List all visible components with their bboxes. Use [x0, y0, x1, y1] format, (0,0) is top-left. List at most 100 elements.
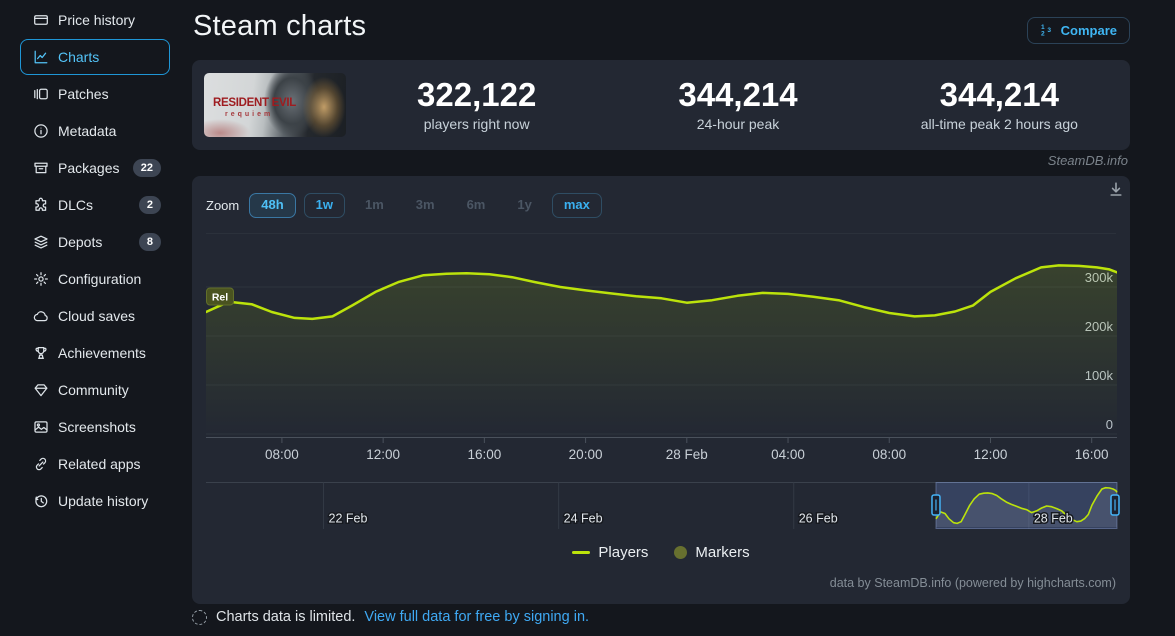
count-badge: 8: [138, 233, 161, 251]
x-axis-label: 12:00: [366, 447, 400, 462]
sidebar-item-price-history[interactable]: Price history: [20, 2, 170, 38]
related-apps-icon: [33, 456, 49, 472]
zoom-1w-button[interactable]: 1w: [303, 193, 345, 218]
limited-data-notice-bar: Charts data is limited. View full data f…: [192, 609, 589, 625]
stat-value: 344,214: [939, 76, 1059, 114]
navigator-area-fill: [935, 487, 1117, 527]
main-content: Steam charts 1 2 3 Compare RESIDENT EVIL…: [192, 0, 1130, 604]
stat-all-time-peak-2-hours-ago: 344,214 all-time peak 2 hours ago: [869, 78, 1130, 132]
zoom-48h-button[interactable]: 48h: [249, 193, 296, 218]
svg-text:2: 2: [1041, 31, 1045, 36]
sidebar-item-label: Price history: [58, 12, 136, 28]
stat-value: 344,214: [678, 76, 798, 114]
sidebar-item-label: Depots: [58, 234, 103, 250]
sidebar-item-related-apps[interactable]: Related apps: [20, 446, 170, 482]
sidebar-item-label: Cloud saves: [58, 308, 136, 324]
sidebar-item-achievements[interactable]: Achievements: [20, 335, 170, 371]
sidebar-item-label: DLCs: [58, 197, 94, 213]
navigator-date-label: 24 Feb: [564, 512, 603, 526]
stat-label: 24-hour peak: [696, 115, 780, 132]
svg-text:Rel: Rel: [212, 292, 228, 304]
sidebar-item-depots[interactable]: Depots 8: [20, 224, 170, 260]
sign-in-link[interactable]: View full data for free by signing in.: [364, 609, 590, 625]
stat-label: all-time peak 2 hours ago: [920, 115, 1078, 132]
sidebar-item-dlcs[interactable]: DLCs 2: [20, 187, 170, 223]
stats-panel: RESIDENT EVIL requiem 322,122 players rig…: [192, 60, 1130, 150]
community-icon: [33, 382, 49, 398]
x-axis-label: 28 Feb: [666, 447, 708, 462]
steamdb-watermark: SteamDB.info: [1047, 153, 1128, 168]
zoom-1y-button: 1y: [505, 193, 543, 218]
download-icon: [1110, 182, 1122, 196]
svg-text:1: 1: [1041, 24, 1045, 31]
navigator-date-label: 26 Feb: [799, 512, 838, 526]
patches-icon: [33, 86, 49, 102]
sidebar-item-configuration[interactable]: Configuration: [20, 261, 170, 297]
players-area-fill: [206, 265, 1117, 434]
game-title-line2: requiem: [225, 111, 274, 118]
x-axis-label: 16:00: [467, 447, 501, 462]
release-marker[interactable]: Rel: [206, 287, 234, 306]
stat-players-right-now: 322,122 players right now: [346, 78, 607, 132]
navigator-selection[interactable]: [935, 482, 1118, 529]
chart-navigator[interactable]: 22 Feb 24 Feb 26 Feb 28 Feb: [206, 481, 1121, 533]
sidebar-item-label: Related apps: [58, 456, 141, 472]
update-history-icon: [33, 493, 49, 509]
price-history-icon: [33, 12, 49, 28]
loading-dashed-circle-icon: [192, 609, 207, 625]
chart-credits: data by SteamDB.info (powered by highcha…: [829, 576, 1116, 590]
depots-icon: [33, 234, 49, 250]
charts-icon: [33, 49, 49, 65]
legend-line-swatch: [572, 551, 591, 554]
sidebar: Price history Charts Patches Metadata Packag…: [0, 0, 184, 636]
navigator-left-handle[interactable]: [931, 494, 941, 516]
cloud-saves-icon: [33, 308, 49, 324]
zoom-6m-button: 6m: [455, 193, 498, 218]
legend-item-players[interactable]: Players: [572, 544, 648, 561]
x-axis-label: 08:00: [265, 447, 299, 462]
legend-item-markers[interactable]: Markers: [674, 544, 750, 561]
sidebar-item-label: Charts: [58, 49, 100, 65]
sidebar-item-update-history[interactable]: Update history: [20, 483, 170, 519]
sidebar-item-screenshots[interactable]: Screenshots: [20, 409, 170, 445]
chart-legend: Players Markers: [192, 544, 1130, 561]
count-badge: 22: [132, 159, 161, 177]
sidebar-item-label: Community: [58, 382, 129, 398]
x-axis-label: 04:00: [771, 447, 805, 462]
x-axis-label: 08:00: [872, 447, 906, 462]
export-download-button[interactable]: [1104, 178, 1128, 205]
sidebar-item-label: Patches: [58, 86, 109, 102]
metadata-icon: [33, 123, 49, 139]
sidebar-item-patches[interactable]: Patches: [20, 76, 170, 112]
page-title: Steam charts: [193, 10, 367, 42]
zoom-3m-button: 3m: [404, 193, 447, 218]
sidebar-item-label: Configuration: [58, 271, 142, 287]
stat-label: players right now: [423, 115, 530, 132]
compare-button[interactable]: 1 2 3 Compare: [1026, 17, 1130, 44]
zoom-max-button[interactable]: max: [551, 193, 602, 218]
compare-123-icon: 1 2 3: [1040, 22, 1054, 39]
game-capsule-image: RESIDENT EVIL requiem: [204, 73, 346, 137]
navigator-series-line: [935, 486, 1118, 525]
sidebar-item-label: Achievements: [58, 345, 146, 361]
stat-value: 322,122: [417, 76, 537, 114]
sidebar-item-charts[interactable]: Charts: [20, 39, 170, 75]
sidebar-item-community[interactable]: Community: [20, 372, 170, 408]
sidebar-item-label: Metadata: [58, 123, 117, 139]
sidebar-item-metadata[interactable]: Metadata: [20, 113, 170, 149]
sidebar-item-label: Screenshots: [58, 419, 136, 435]
sidebar-item-label: Update history: [58, 493, 149, 509]
compare-button-label: Compare: [1060, 23, 1117, 38]
zoom-label: Zoom: [206, 198, 240, 213]
navigator-right-handle[interactable]: [1110, 494, 1120, 516]
game-title-line1: RESIDENT EVIL: [213, 97, 297, 109]
legend-label: Players: [598, 544, 649, 561]
sidebar-item-cloud-saves[interactable]: Cloud saves: [20, 298, 170, 334]
players-series-line[interactable]: [206, 264, 1117, 321]
screenshots-icon: [33, 419, 49, 435]
sidebar-item-packages[interactable]: Packages 22: [20, 150, 170, 186]
configuration-icon: [33, 271, 49, 287]
x-axis-label: 16:00: [1075, 447, 1109, 462]
